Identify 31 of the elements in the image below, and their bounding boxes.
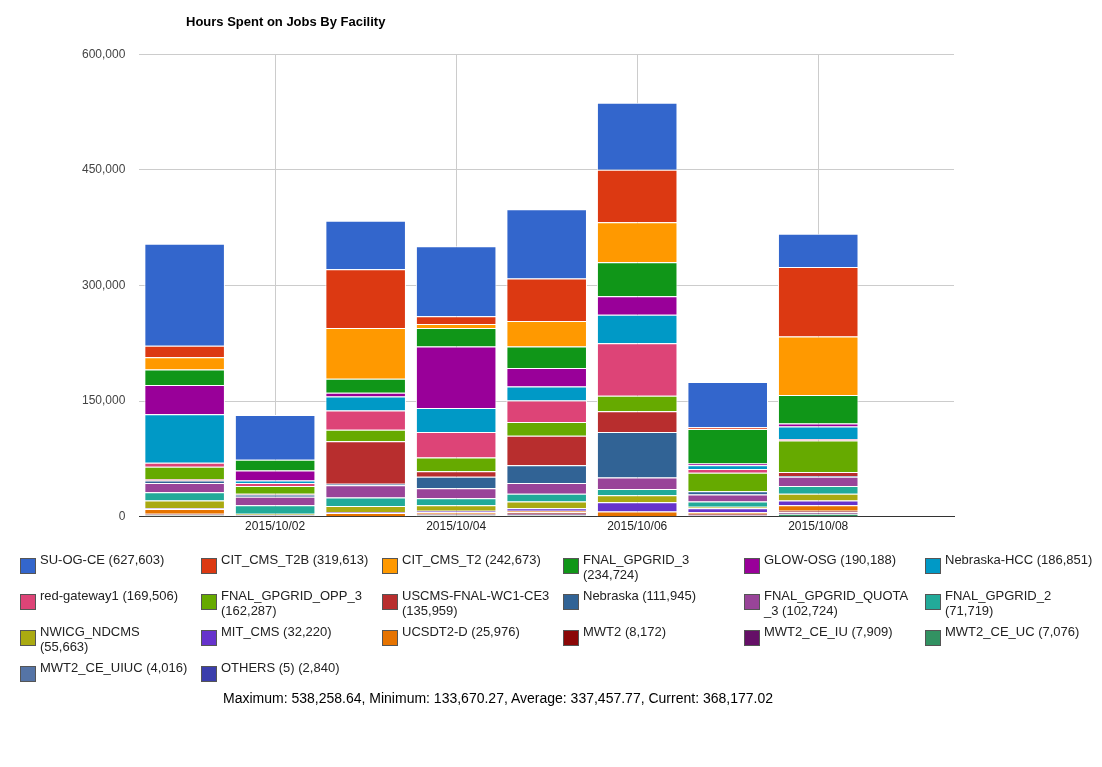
- legend-label: FNAL_GPGRID_QUOTA_3 (102,724): [764, 588, 910, 618]
- legend-label: NWICG_NDCMS (55,663): [40, 624, 141, 654]
- y-tick-label: 150,000: [81, 393, 126, 408]
- legend-label: SU-OG-CE (627,603): [40, 552, 166, 567]
- legend-label: MIT_CMS (32,220): [221, 624, 333, 639]
- legend-label: UCSDT2-D (25,976): [402, 624, 521, 639]
- y-tick-label: 600,000: [81, 46, 126, 61]
- x-tick-label: 2015/10/02: [245, 519, 306, 534]
- legend-label: red-gateway1 (169,506): [40, 588, 180, 603]
- chart-title: Hours Spent on Jobs By Facility: [186, 14, 387, 29]
- legend-label: MWT2_CE_UC (7,076): [945, 624, 1081, 639]
- text: Maximum: 538,258.64, Minimum: 133,670.27, Average: 337,457.77, Current: 368,177.02: [222, 690, 774, 706]
- legend-label: FNAL_GPGRID_3 (234,724): [583, 552, 691, 582]
- legend-label: GLOW-OSG (190,188): [764, 552, 897, 567]
- legend-label: FNAL_GPGRID_2 (71,719): [945, 588, 1053, 618]
- y-tick-label: 300,000: [81, 277, 126, 292]
- x-tick-label: 2015/10/06: [607, 519, 668, 534]
- legend-label: MWT2_CE_IU (7,909): [764, 624, 894, 639]
- x-tick-label: 2015/10/08: [788, 519, 849, 534]
- legend-label: FNAL_GPGRID_OPP_3 (162,287): [221, 588, 363, 618]
- legend-label: OTHERS (5) (2,840): [221, 660, 341, 675]
- x-tick-label: 2015/10/04: [426, 519, 487, 534]
- legend-label: MWT2_CE_UIUC (4,016): [40, 660, 189, 675]
- legend-label: MWT2 (8,172): [583, 624, 668, 639]
- legend-label: Nebraska (111,945): [583, 588, 697, 603]
- legend-label: CIT_CMS_T2 (242,673): [402, 552, 542, 567]
- y-tick-label: 450,000: [81, 162, 126, 177]
- legend-label: USCMS-FNAL-WC1-CE3 (135,959): [402, 588, 551, 618]
- legend-label: Nebraska-HCC (186,851): [945, 552, 1094, 567]
- legend-label: CIT_CMS_T2B (319,613): [221, 552, 370, 567]
- y-tick-label: 0: [118, 509, 126, 524]
